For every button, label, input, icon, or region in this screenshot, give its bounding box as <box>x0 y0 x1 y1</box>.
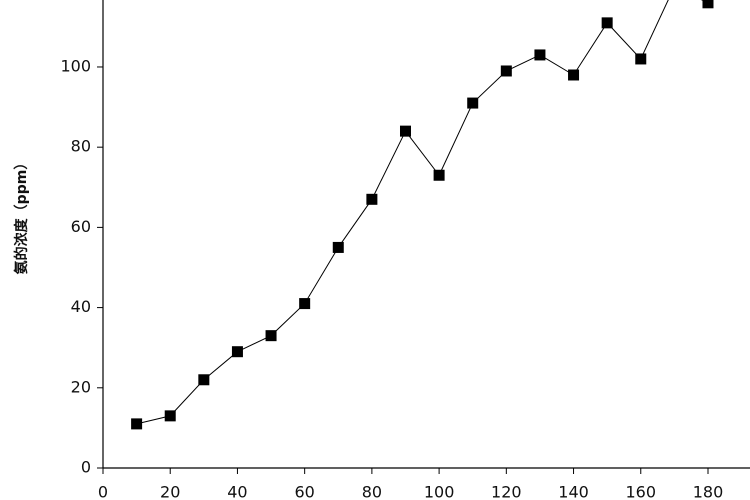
y-tick-label: 100 <box>60 56 91 75</box>
marker <box>467 97 479 109</box>
x-tick-label: 40 <box>227 483 247 500</box>
y-tick-label: 0 <box>81 458 91 477</box>
marker <box>399 125 411 137</box>
y-tick-label: 80 <box>71 137 91 156</box>
y-tick-label: 60 <box>71 217 91 236</box>
marker <box>332 241 344 253</box>
x-tick-label: 160 <box>625 483 656 500</box>
x-tick-label: 120 <box>491 483 522 500</box>
marker <box>198 374 210 386</box>
y-tick-label: 20 <box>71 377 91 396</box>
marker <box>164 410 176 422</box>
marker <box>601 17 613 29</box>
marker <box>702 0 714 9</box>
x-tick-label: 0 <box>98 483 108 500</box>
y-tick-label: 40 <box>71 297 91 316</box>
plot-area <box>131 0 714 430</box>
series-line <box>136 0 709 425</box>
x-tick-label: 180 <box>693 483 724 500</box>
marker <box>231 346 243 358</box>
marker <box>534 49 546 61</box>
y-axis-title: 氨的浓度（ppm） <box>13 156 30 275</box>
marker <box>500 65 512 77</box>
marker <box>299 298 311 310</box>
x-tick-label: 80 <box>362 483 382 500</box>
x-tick-label: 100 <box>424 483 455 500</box>
x-tick-label: 20 <box>160 483 180 500</box>
marker <box>568 69 580 81</box>
marker <box>131 418 143 430</box>
marker <box>635 53 647 65</box>
marker <box>366 193 378 205</box>
marker <box>433 169 445 181</box>
x-tick-label: 140 <box>558 483 589 500</box>
x-tick-label: 60 <box>294 483 314 500</box>
marker <box>265 330 277 342</box>
